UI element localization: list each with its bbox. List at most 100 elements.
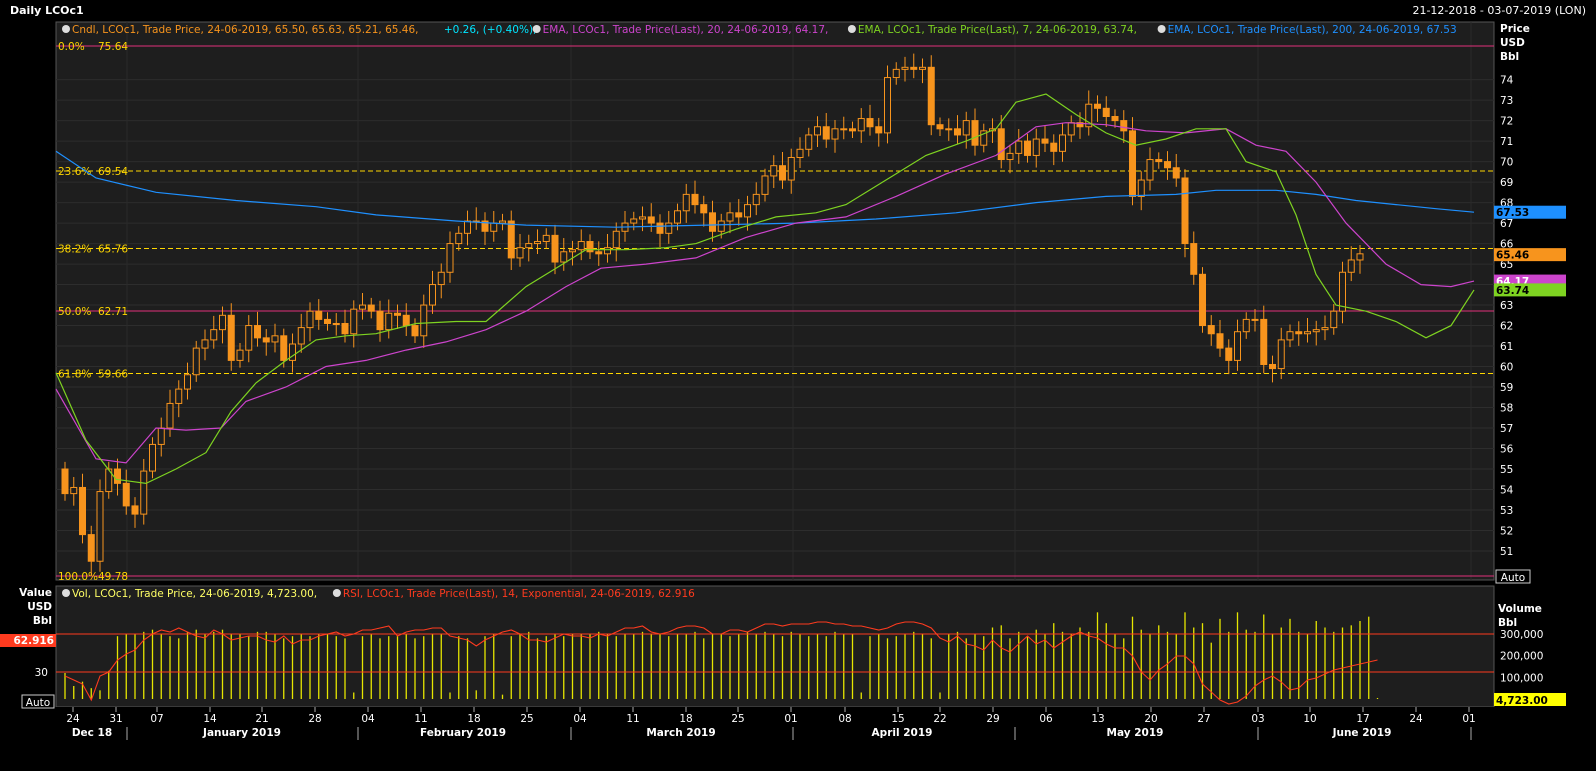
candle-body [394, 312, 401, 316]
main-y-tick: 65 [1500, 259, 1513, 271]
top-bar: Daily LCOc1 21-12-2018 - 03-07-2019 (LON… [0, 0, 1596, 20]
candle-body [184, 374, 191, 390]
volume-y-tick: 300,000 [1500, 629, 1543, 641]
candle-body [814, 126, 821, 136]
candle-body [1094, 103, 1101, 109]
candle-body [157, 427, 165, 445]
lower-auto-button [21, 694, 55, 709]
candle-body [79, 486, 86, 536]
legend-main-entry: Cndl, LCOc1, Trade Price, 24-06-2019, 65… [72, 24, 419, 36]
fib-pct-label: 0.0% [58, 41, 85, 53]
candle-body [114, 468, 121, 484]
x-day-label: 24 [66, 713, 80, 725]
volume-axis-unit: Bbl [1498, 617, 1517, 629]
candle-body [219, 314, 226, 331]
ema200-line [55, 150, 1475, 228]
candle-body [1129, 130, 1136, 197]
candle-body [210, 329, 218, 341]
legend-clock-icon [332, 589, 341, 597]
candle-body [752, 193, 760, 206]
main-y-tick: 70 [1500, 157, 1513, 169]
candle-body [787, 156, 795, 181]
candle-body [499, 220, 506, 224]
volume-tag [1494, 693, 1566, 706]
candle-body [595, 251, 603, 255]
candle-body [1050, 142, 1058, 152]
candle-body [612, 230, 620, 249]
main-y-tick: 61 [1500, 341, 1513, 353]
candle-body [1190, 243, 1198, 275]
lower-left-unit: Bbl [33, 615, 52, 627]
candle-body [1120, 120, 1128, 132]
volume-tag-label: 4,723.00 [1496, 695, 1548, 707]
main-y-tick: 74 [1500, 75, 1514, 87]
chart-title: Daily LCOc1 [10, 4, 84, 17]
rsi-tag-label: 62.916 [13, 635, 54, 647]
date-range: 21-12-2018 - 03-07-2019 (LON) [1412, 4, 1586, 17]
candle-body [455, 232, 463, 245]
fib-price-label: 75.64 [98, 41, 128, 53]
candle-body [61, 468, 69, 495]
volume-axis-unit: Volume [1498, 603, 1542, 615]
candle-body [1076, 122, 1084, 128]
candle-body [551, 234, 559, 263]
candle-body [945, 128, 953, 131]
fib-price-label: 69.54 [98, 166, 128, 178]
main-panel [55, 21, 1495, 581]
price-tag [1494, 283, 1566, 297]
candle-body [1216, 333, 1224, 349]
candle-body [1251, 318, 1259, 321]
candle-body [717, 220, 725, 232]
candle-body [131, 505, 139, 515]
legend-main-entry: EMA, LCOc1, Trade Price(Last), 7, 24-06-… [858, 24, 1137, 36]
fib-pct-label: 100.0% [58, 571, 98, 583]
x-day-label: 11 [414, 713, 427, 725]
x-day-label: 29 [986, 713, 999, 725]
candle-body [604, 247, 611, 255]
main-y-tick: 55 [1500, 464, 1513, 476]
auto-button [1495, 569, 1531, 584]
candle-body [831, 128, 839, 140]
x-month-label: March 2019 [646, 727, 715, 739]
candle-body [166, 402, 174, 429]
candle-body [656, 222, 664, 234]
price-tag-label: 65.46 [1496, 250, 1529, 262]
candle-body [490, 222, 498, 232]
candle-body [761, 175, 769, 195]
candle-body [884, 77, 891, 134]
lower-left-unit: Value [19, 587, 52, 599]
candle-body [1234, 331, 1241, 361]
x-day-label: 25 [520, 713, 533, 725]
x-day-label: 18 [467, 713, 480, 725]
rsi-tag [0, 634, 56, 647]
candle-body [936, 124, 944, 130]
candle-body [70, 486, 78, 495]
x-month-label: May 2019 [1107, 727, 1164, 739]
fib-price-label: 65.76 [98, 243, 128, 255]
candle-body [87, 534, 95, 562]
candle-body [385, 312, 393, 331]
fib-price-label: 59.66 [98, 369, 128, 381]
legend-clock-icon [62, 589, 70, 597]
candle-body [324, 318, 331, 325]
candle-body [1356, 253, 1364, 261]
candle-body [1111, 116, 1119, 122]
candle-body [700, 204, 708, 214]
candle-body [1102, 107, 1110, 118]
candle-body [464, 220, 471, 234]
candle-body [1155, 159, 1163, 163]
x-day-label: 04 [361, 713, 375, 725]
candle-body [201, 339, 209, 349]
candle-body [402, 314, 410, 327]
fib-price-label: 49.78 [98, 571, 128, 583]
main-y-tick: 63 [1500, 300, 1513, 312]
candle-body [1347, 259, 1355, 273]
x-day-label: 17 [1356, 713, 1369, 725]
candle-body [96, 491, 104, 562]
candle-body [665, 222, 673, 234]
lower-panel [55, 585, 1495, 708]
x-day-label: 20 [1144, 713, 1157, 725]
legend-lower-entry: RSI, LCOc1, Trade Price(Last), 14, Expon… [343, 588, 695, 600]
candle-body [910, 66, 918, 70]
